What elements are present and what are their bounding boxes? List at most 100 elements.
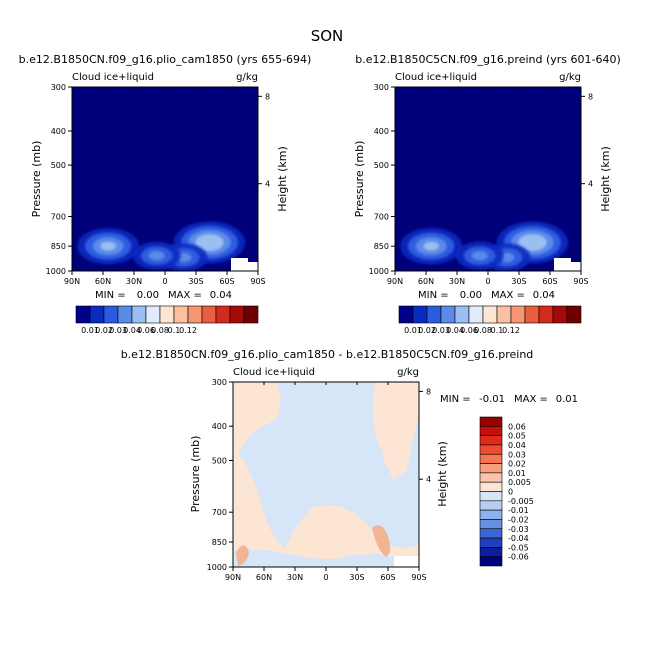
panel-preind-colorbar-label: 0.02 (418, 326, 436, 335)
panel-diff-colorbar-swatch (479, 463, 503, 474)
panel-plio-colorbar-swatch (201, 305, 217, 324)
panel-preind-colorbar-swatch (538, 305, 554, 324)
panel-preind-cloud-contours (400, 221, 569, 271)
panel-diff-topography-mask (394, 556, 419, 567)
panel-preind-xtick-label: 90S (573, 277, 588, 286)
panel-diff-colorbar-label: -0.06 (508, 553, 529, 562)
panel-diff-height-tick-label: 4 (426, 475, 431, 484)
panel-plio-xtick-label: 30S (188, 277, 203, 286)
panel-diff-colorbar-swatch (479, 435, 503, 446)
panel-preind-topography-mask (554, 258, 581, 271)
panel-diff-colorbar-label: 0 (508, 488, 513, 497)
panel-diff-colorbar-label: -0.005 (508, 497, 534, 506)
panel-diff-xtick-label: 30S (349, 573, 364, 582)
panel-diff-colorbar: 0.060.050.040.030.020.010.0050-0.005-0.0… (479, 416, 534, 567)
panel-preind-colorbar-swatch (398, 305, 414, 324)
panel-preind-colorbar-label: 0.06 (460, 326, 478, 335)
panel-plio-xtick-label: 30N (126, 277, 142, 286)
diff-positive-hotspot-north (236, 545, 249, 566)
panel-diff-xtick-label: 60N (256, 573, 272, 582)
panel-preind-y-axis-label: Pressure (mb) (353, 141, 366, 218)
panel-plio-colorbar-label: 0.1 (168, 326, 181, 335)
panel-diff-ytick-label: 400 (212, 422, 227, 431)
panel-diff-colorbar-label: 0.01 (508, 469, 526, 478)
panel-diff-xtick-label: 90S (411, 573, 426, 582)
panel-preind-colorbar-swatch (440, 305, 456, 324)
panel-preind: b.e12.B1850C5CN.f09_g16.preind (yrs 601-… (353, 53, 621, 335)
panel-plio-colorbar-swatch (229, 305, 245, 324)
panel-preind-xtick-label: 90N (387, 277, 403, 286)
panel-plio-colorbar-swatch (187, 305, 203, 324)
panel-diff-xtick-label: 30N (287, 573, 303, 582)
panel-diff-colorbar-label: 0.06 (508, 422, 526, 431)
panel-diff-colorbar-swatch (479, 528, 503, 539)
panel-diff-max-value: 0.01 (556, 394, 578, 405)
panel-preind-ytick-label: 500 (374, 161, 389, 170)
panel-diff-variable: Cloud ice+liquid (233, 367, 315, 378)
panel-preind-colorbar-swatch (412, 305, 428, 324)
panel-diff-units: g/kg (397, 367, 419, 378)
panel-plio-cloud-contour (202, 238, 217, 247)
panel-preind-ytick-label: 700 (374, 212, 389, 221)
panel-plio-colorbar-label: 0.02 (95, 326, 113, 335)
panel-plio-colorbar-label: 0.04 (123, 326, 141, 335)
panel-diff-colorbar-label: -0.02 (508, 515, 529, 524)
panel-plio-min-value: 0.00 (137, 290, 159, 301)
panel-diff-xtick-label: 0 (323, 573, 328, 582)
panel-plio-colorbar-swatch (173, 305, 189, 324)
panel-plio-xtick-label: 90S (250, 277, 265, 286)
panel-plio-units: g/kg (236, 72, 258, 83)
panel-preind-colorbar-label: 0.01 (404, 326, 422, 335)
panel-plio-height-tick-label: 4 (265, 180, 270, 189)
panel-preind-colorbar-label: 0.1 (491, 326, 504, 335)
panel-diff-colorbar-swatch (479, 537, 503, 548)
panel-plio-ytick-label: 400 (51, 127, 66, 136)
panel-diff-colorbar-label: -0.01 (508, 506, 529, 515)
panel-diff-colorbar-swatch (479, 556, 503, 567)
panel-diff-colorbar-swatch (479, 509, 503, 520)
panel-preind-colorbar-swatch (566, 305, 582, 324)
panel-plio: b.e12.B1850CN.f09_g16.plio_cam1850 (yrs … (19, 53, 312, 335)
panel-preind-variable: Cloud ice+liquid (395, 72, 477, 83)
diff-positive-hotspot-south (372, 525, 391, 557)
panel-plio-height-axis-label: Height (km) (276, 146, 289, 212)
panel-diff-colorbar-swatch (479, 472, 503, 483)
panel-diff-xtick-label: 60S (380, 573, 395, 582)
panel-preind-units: g/kg (559, 72, 581, 83)
panel-plio-colorbar-swatch (103, 305, 119, 324)
panel-plio-colorbar-label: 0.03 (109, 326, 127, 335)
panel-plio-cloud-contours (77, 221, 246, 271)
panel-preind-xtick-label: 60N (418, 277, 434, 286)
diff-negative-patch-upper (291, 461, 322, 493)
panel-diff-min-value: -0.01 (479, 394, 505, 405)
panel-preind-xtick-label: 0 (485, 277, 490, 286)
panel-plio-colorbar: 0.010.020.030.040.060.080.10.12 (75, 305, 259, 335)
panel-diff-xtick-label: 90N (225, 573, 241, 582)
panel-preind-colorbar-swatch (426, 305, 442, 324)
panel-preind-min-label: MIN = (418, 290, 449, 301)
panel-plio-ytick-label: 700 (51, 212, 66, 221)
panel-plio-colorbar-swatch (145, 305, 161, 324)
panel-diff-title: b.e12.B1850CN.f09_g16.plio_cam1850 - b.e… (121, 348, 534, 361)
panel-preind-max-label: MAX = (491, 290, 525, 301)
panel-diff-colorbar-label: -0.04 (508, 534, 529, 543)
panel-plio-ytick-label: 500 (51, 161, 66, 170)
panel-diff-ytick-label: 700 (212, 508, 227, 517)
panel-preind-colorbar-swatch (510, 305, 526, 324)
panel-preind-ytick-label: 400 (374, 127, 389, 136)
panel-plio-colorbar-swatch (159, 305, 175, 324)
panel-diff-height-tick-label: 8 (426, 387, 431, 396)
panel-diff-colorbar-swatch (479, 547, 503, 557)
panel-plio-max-label: MAX = (168, 290, 202, 301)
panel-diff-colorbar-swatch (479, 426, 503, 436)
panel-diff-colorbar-swatch (479, 444, 503, 455)
panel-preind-colorbar-label: 0.08 (474, 326, 492, 335)
panel-plio-xtick-label: 60S (219, 277, 234, 286)
panel-preind-colorbar-swatch (552, 305, 568, 324)
panel-diff-colorbar-label: 0.02 (508, 460, 526, 469)
panel-diff-colorbar-swatch (479, 416, 503, 427)
panel-plio-y-axis-label: Pressure (mb) (30, 141, 43, 218)
panel-diff-ytick-label: 300 (212, 378, 227, 387)
panel-preind-height-tick-label: 4 (588, 180, 593, 189)
